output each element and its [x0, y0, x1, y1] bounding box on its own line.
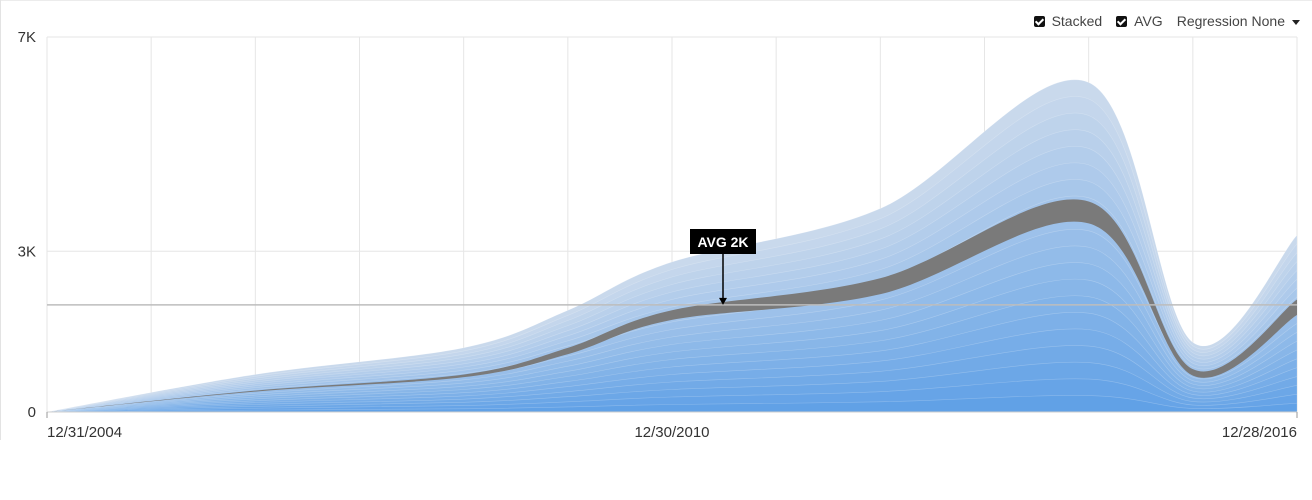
area-bands	[47, 79, 1297, 413]
x-tick-label: 12/30/2010	[634, 424, 709, 441]
stacked-label: Stacked	[1051, 13, 1103, 29]
y-tick-label: 7K	[18, 29, 36, 46]
arrow-down-icon	[719, 297, 727, 305]
avg-checkbox-icon[interactable]	[1116, 15, 1128, 27]
stacked-checkbox-icon[interactable]	[1033, 15, 1045, 27]
avg-callout-label: AVG 2K	[697, 234, 748, 250]
y-tick-label: 3K	[18, 243, 36, 260]
regression-value: None	[1251, 13, 1285, 29]
axis-layer: 0 3K 7K 12/31/2004 12/30/2010 12/28/2016	[18, 29, 1298, 441]
avg-callout-box	[690, 229, 756, 254]
regression-dropdown[interactable]: Regression None	[1177, 13, 1300, 29]
caret-down-icon	[1292, 19, 1300, 25]
avg-toggle-label: AVG	[1134, 13, 1163, 29]
frame-left-border	[0, 0, 1, 440]
stacked-toggle[interactable]: Stacked	[1033, 13, 1103, 29]
regression-label: Regression	[1176, 13, 1248, 29]
y-tick-label: 0	[28, 404, 36, 421]
avg-toggle[interactable]: AVG	[1116, 13, 1163, 29]
avg-callout: AVG 2K	[690, 229, 756, 305]
x-tick-label: 12/31/2004	[47, 424, 122, 441]
chart-toolbar: Stacked AVG Regression None	[1033, 10, 1300, 32]
area-series-band	[47, 395, 1297, 413]
x-tick-label: 12/28/2016	[1222, 424, 1297, 441]
frame-top-border	[0, 0, 1312, 1]
